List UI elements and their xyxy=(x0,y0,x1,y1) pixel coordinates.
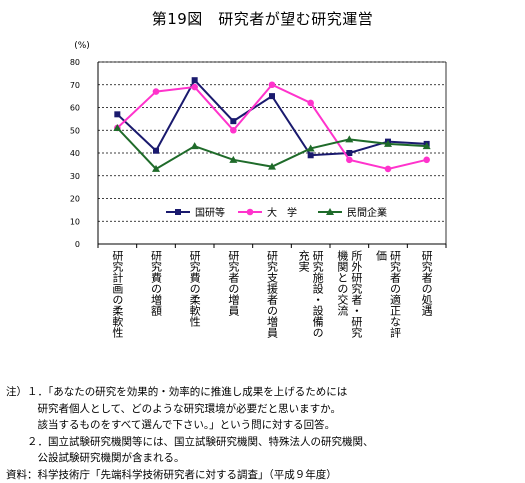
data-point xyxy=(192,77,198,83)
data-point xyxy=(230,118,236,124)
data-point xyxy=(191,142,199,149)
data-point xyxy=(385,166,392,173)
x-tick-label: 所外研究者・研究 xyxy=(350,250,363,338)
data-point xyxy=(269,93,275,99)
data-point xyxy=(423,157,430,164)
y-tick-label: 30 xyxy=(70,172,80,181)
footnote-line: 研究者個人として、どのような研究環境が必要だと思いますか。 xyxy=(6,401,374,418)
x-tick-label: 研究者の処遇 xyxy=(420,250,433,316)
x-tick-label: 研究者の増員 xyxy=(227,250,240,316)
footnote-line: 注）１．「あなたの研究を効果的・効率的に推進し成果を上げるためには xyxy=(6,384,374,401)
y-axis-label: (%) xyxy=(74,41,90,51)
x-tick-label: 研究支援者の増員 xyxy=(266,250,279,338)
y-tick-label: 0 xyxy=(75,240,80,249)
y-tick-label: 10 xyxy=(70,217,80,226)
y-tick-label: 20 xyxy=(70,195,80,204)
x-tick-label: 研究施設・設備の xyxy=(311,250,324,338)
x-tick-label: 充実 xyxy=(297,250,310,272)
data-point xyxy=(230,127,237,134)
y-tick-label: 70 xyxy=(70,81,80,90)
legend-marker xyxy=(175,209,181,215)
legend-label: 国研等 xyxy=(195,206,225,219)
data-point xyxy=(114,111,120,117)
y-tick-label: 50 xyxy=(70,126,80,135)
data-point xyxy=(307,100,314,107)
footnote-line: ２．国立試験研究機関等には、国立試験研究機関、特殊法人の研究機関、 xyxy=(6,434,374,451)
x-tick-label: 研究費の柔軟性 xyxy=(188,250,201,327)
x-tick-label: 機関との交流 xyxy=(336,250,349,316)
x-tick-label: 価 xyxy=(375,250,388,261)
x-tick-label: 研究者の適正な評 xyxy=(389,250,402,338)
data-point xyxy=(153,148,159,154)
x-tick-label: 研究費の増額 xyxy=(150,250,163,316)
data-point xyxy=(269,81,276,88)
footnotes: 注）１．「あなたの研究を効果的・効率的に推進し成果を上げるためには 研究者個人と… xyxy=(6,384,374,483)
data-point xyxy=(191,84,198,91)
data-point xyxy=(346,157,353,164)
data-point xyxy=(153,88,160,95)
y-tick-label: 40 xyxy=(70,149,80,158)
y-tick-label: 80 xyxy=(70,58,80,67)
footnote-line: 公設試験研究機関が含まれる。 xyxy=(6,450,374,467)
line-chart: 0 10 20 30 40 50 60 70 80 (%) 国研等 大 学 民間企業 xyxy=(0,0,525,380)
legend-label: 大 学 xyxy=(267,206,297,219)
legend-label: 民間企業 xyxy=(347,206,387,219)
x-tick-label: 研究計画の柔軟性 xyxy=(111,250,124,338)
footnote-line: 該当するものをすべて選んで下さい。」という問に対する回答。 xyxy=(6,417,374,434)
y-tick-label: 60 xyxy=(70,104,80,113)
legend-marker xyxy=(247,209,254,216)
data-point xyxy=(308,152,314,158)
